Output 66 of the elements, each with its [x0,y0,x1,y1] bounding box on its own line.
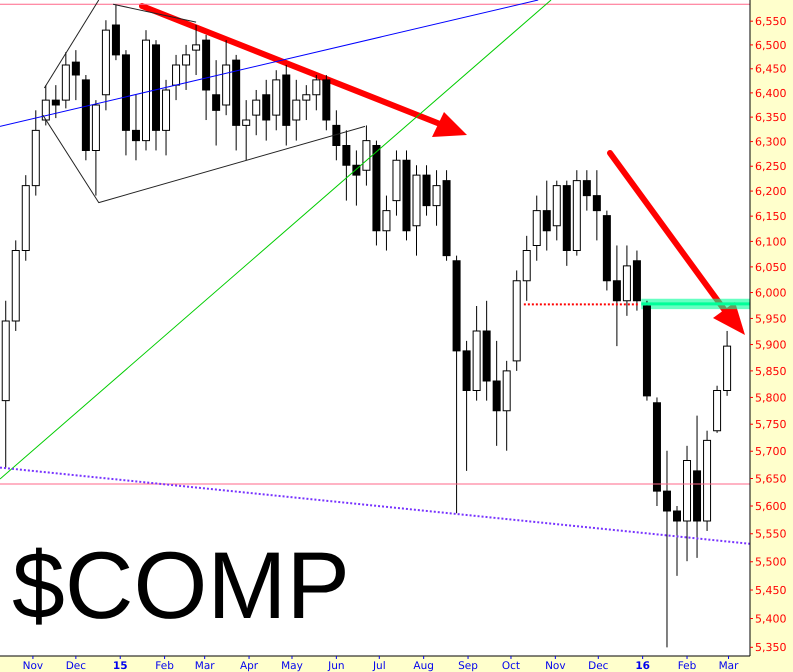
x-tick-label: Feb [155,660,174,672]
y-tick-label: 5,750 [755,418,786,432]
candlestick [212,60,220,146]
x-tick-label: Apr [240,660,259,672]
x-tick-label: Jun [327,660,345,672]
candlestick [332,110,340,161]
x-tick-label: Sep [458,660,478,672]
candlestick [312,74,320,111]
x-tick-label: 15 [112,660,128,672]
candlestick [662,450,671,648]
y-tick-label: 6,350 [755,111,786,124]
y-tick-label: 6,150 [755,210,786,224]
candlestick [342,130,350,202]
candlestick [592,170,601,241]
y-tick-label: 5,850 [755,364,786,378]
candlestick [612,244,621,347]
x-tick-label: Dec [588,660,609,672]
candlestick [582,170,591,212]
x-tick-label: Nov [22,660,44,672]
text: $COMP [12,533,350,639]
candlestick [192,24,200,76]
candlestick [42,84,50,126]
candlestick [132,94,140,161]
x-tick-label: Oct [502,660,520,672]
y-tick-label: 6,550 [755,15,786,28]
x-tick-label: 16 [635,660,650,672]
y-tick-label: 5,400 [755,612,786,626]
y-tick-label: 6,400 [755,86,786,100]
candlestick [382,195,390,252]
y-tick-label: 6,100 [755,235,786,248]
x-tick-label: Feb [678,660,697,672]
y-tick-label: 5,650 [755,472,786,486]
y-tick-label: 5,800 [755,391,786,404]
x-tick-label: May [281,660,303,672]
y-tick-label: 5,950 [755,312,786,326]
x-tick-label: Aug [413,660,434,672]
x-tick-label: Nov [545,660,566,672]
candlestick [172,54,180,101]
y-tick-label: 5,700 [755,445,786,458]
y-tick-label: 6,050 [755,260,786,274]
x-tick-label: Mar [194,660,216,672]
y-tick-label: 5,450 [755,584,786,597]
candlestick [673,506,682,576]
candlestick [302,84,310,121]
y-tick-label: 5,600 [755,500,786,513]
candlestick [432,170,441,226]
y-tick-label: 6,250 [755,160,786,174]
x-tick-label: Dec [66,660,86,672]
candlestick [182,44,190,90]
y-tick-label: 6,300 [755,135,786,148]
y-tick-label: 5,350 [755,641,786,654]
y-tick-label: 5,900 [755,338,786,352]
candlestick [542,180,551,252]
y-tick-label: 6,450 [755,62,786,76]
y-tick-label: 5,550 [755,528,786,541]
candlestick [52,84,60,119]
candlestick [252,89,260,136]
y-tick-label: 6,000 [755,286,786,300]
candlestick [72,50,80,101]
candlestick [242,100,250,161]
y-tick-label: 5,500 [755,556,786,569]
y-tick-label: 6,500 [755,38,786,52]
x-tick-label: Jul [372,660,386,672]
x-tick-label: Mar [718,660,740,672]
y-tick-label: 6,200 [755,185,786,198]
candlestick [292,79,300,142]
